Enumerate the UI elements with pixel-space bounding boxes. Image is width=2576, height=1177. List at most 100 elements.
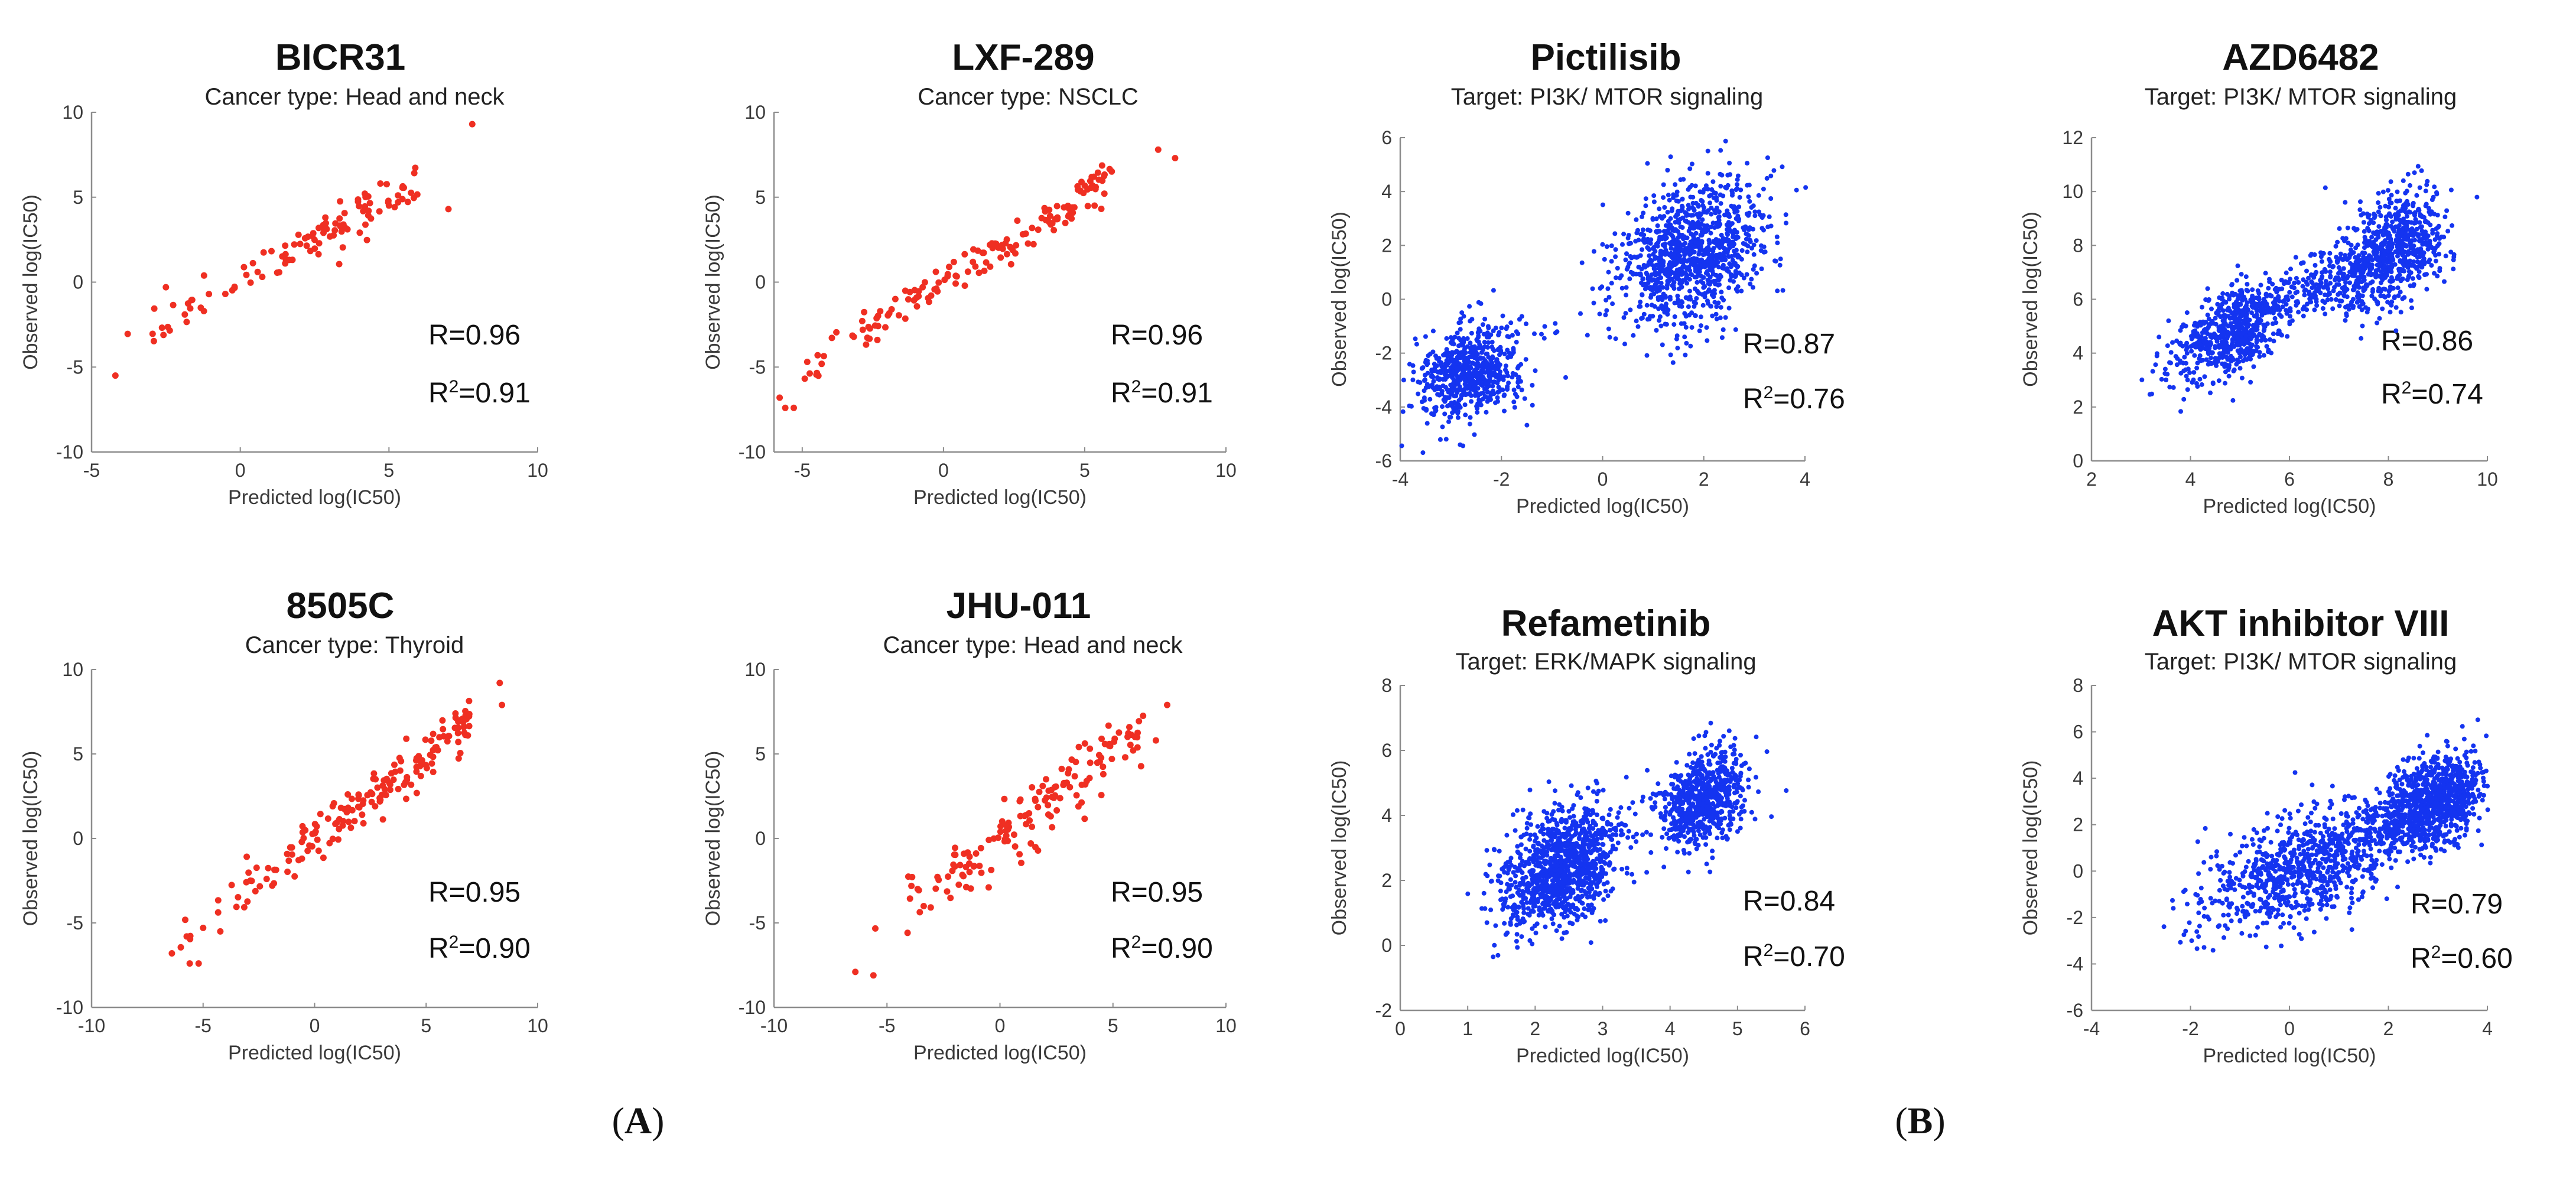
data-point — [1705, 298, 1710, 304]
data-point — [330, 232, 337, 239]
data-point — [2423, 218, 2428, 223]
data-point — [1559, 912, 1565, 917]
data-point — [1745, 161, 1750, 166]
data-point — [2359, 213, 2364, 218]
data-point — [1003, 827, 1010, 834]
data-point — [1718, 192, 1723, 197]
data-point — [1696, 291, 1702, 296]
data-point — [1616, 810, 1621, 815]
data-point — [1719, 232, 1724, 238]
data-point — [1489, 360, 1495, 366]
x-tick-label: 0 — [310, 1015, 320, 1036]
data-point — [240, 904, 248, 911]
data-point — [1042, 208, 1049, 215]
data-point — [1745, 243, 1751, 249]
data-point — [1595, 884, 1599, 889]
data-point — [395, 785, 402, 792]
plot-subtitle-jhu011: Cancer type: Head and neck — [883, 632, 1183, 658]
data-point — [971, 863, 978, 870]
data-point — [2429, 197, 2435, 202]
data-point — [2185, 387, 2190, 392]
data-point — [382, 792, 389, 799]
data-point — [975, 269, 983, 277]
data-point — [1491, 328, 1496, 333]
data-point — [1717, 282, 1722, 287]
x-tick-label: 6 — [2284, 469, 2295, 490]
data-point — [1683, 271, 1688, 275]
data-point — [1679, 280, 1684, 285]
y-tick-label: 0 — [2073, 450, 2083, 472]
data-point — [1660, 216, 1665, 221]
data-point — [345, 818, 352, 825]
data-point — [2200, 357, 2206, 363]
data-point — [284, 850, 291, 857]
data-point — [2365, 213, 2370, 218]
data-point — [1072, 759, 1079, 766]
data-point — [321, 223, 328, 230]
data-point — [1543, 868, 1549, 873]
data-point — [1671, 280, 1677, 285]
data-point — [1557, 802, 1562, 807]
data-point — [1700, 303, 1706, 308]
data-point — [1684, 275, 1689, 281]
data-point — [2157, 334, 2162, 340]
data-point — [2448, 249, 2454, 255]
data-point — [2336, 292, 2341, 297]
data-point — [1094, 169, 1101, 176]
y-tick-label: 0 — [73, 272, 83, 293]
data-point — [1469, 330, 1474, 336]
data-point — [873, 315, 880, 322]
data-point — [2320, 306, 2325, 311]
data-point — [2178, 360, 2183, 365]
data-point — [870, 972, 877, 979]
data-point — [1510, 333, 1515, 338]
data-point — [2358, 199, 2363, 204]
data-point — [2222, 327, 2227, 332]
data-point — [1620, 242, 1625, 247]
data-point — [1583, 832, 1589, 837]
data-point — [2325, 297, 2330, 303]
data-point — [1774, 234, 1780, 239]
data-point — [2304, 268, 2309, 274]
data-point — [2203, 320, 2209, 325]
data-point — [168, 950, 175, 957]
data-point — [1502, 352, 1507, 356]
data-point — [1570, 806, 1575, 811]
data-point — [1634, 217, 1639, 222]
data-point — [1504, 889, 1509, 895]
data-point — [905, 296, 912, 303]
data-point — [1068, 215, 1075, 222]
data-point — [2412, 213, 2417, 218]
data-point — [1051, 783, 1058, 791]
data-point — [1683, 324, 1689, 330]
data-point — [1469, 399, 1474, 404]
data-point — [2425, 246, 2431, 252]
data-point — [177, 944, 184, 951]
data-point — [2255, 317, 2260, 323]
data-point — [1485, 330, 1490, 336]
data-point — [1454, 369, 1459, 375]
data-point — [1733, 287, 1739, 292]
data-point — [2360, 323, 2365, 329]
data-point — [1716, 218, 1722, 223]
data-point — [1049, 824, 1056, 831]
data-point — [2343, 256, 2349, 262]
data-point — [2296, 310, 2301, 315]
data-point — [935, 279, 942, 286]
data-point — [1486, 379, 1491, 385]
data-point — [1508, 320, 1514, 326]
data-point — [354, 196, 362, 203]
data-point — [1635, 227, 1640, 233]
data-point — [150, 337, 157, 344]
x-tick-label: 0 — [235, 460, 246, 481]
data-point — [2227, 297, 2232, 302]
data-point — [1704, 259, 1709, 264]
data-point — [997, 254, 1004, 261]
data-point — [1693, 286, 1697, 291]
data-point — [1741, 241, 1746, 246]
data-point — [2443, 253, 2448, 259]
data-point — [1452, 334, 1458, 340]
data-point — [1623, 311, 1628, 316]
data-point — [356, 203, 363, 210]
